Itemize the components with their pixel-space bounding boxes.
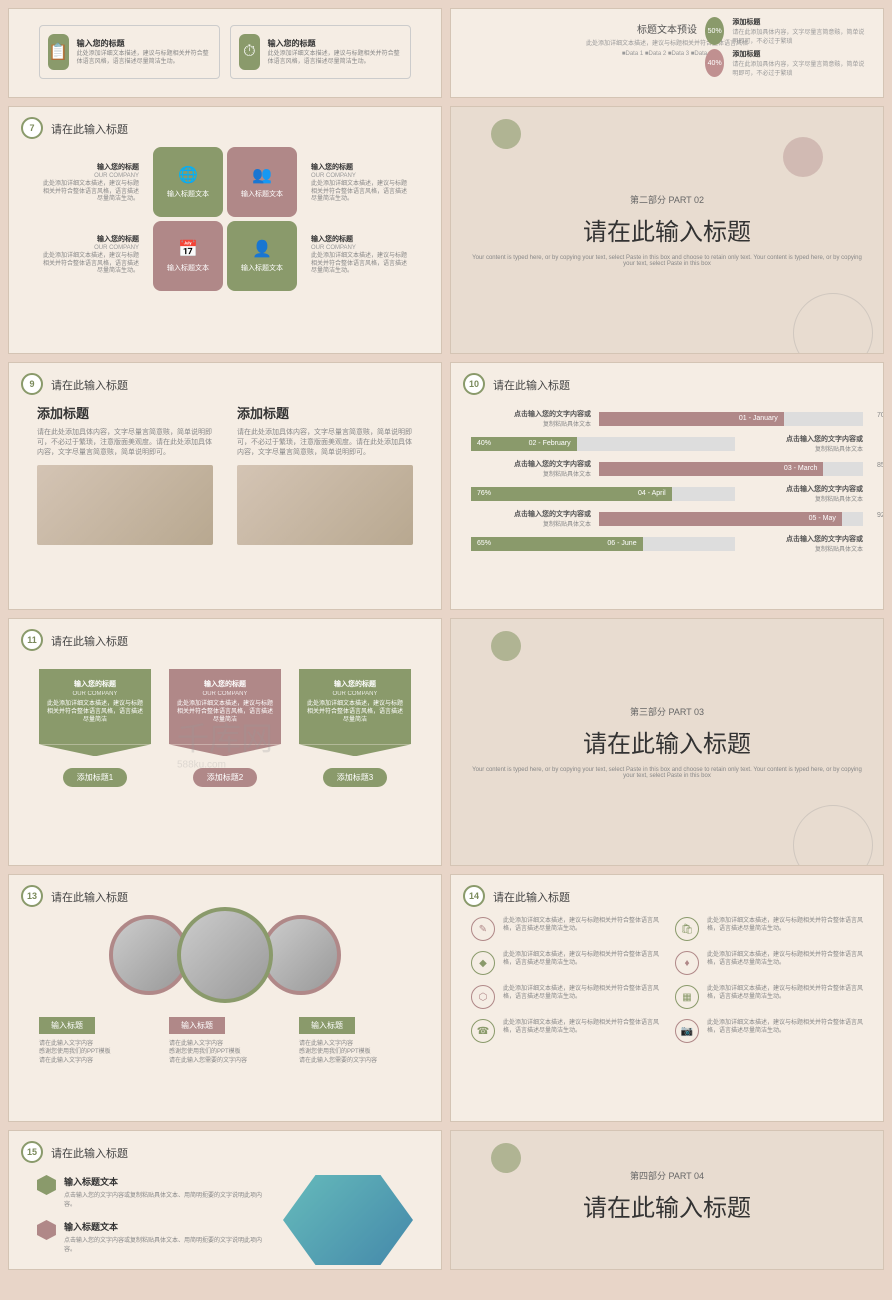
slide-number: 14 — [463, 885, 485, 907]
slide-number: 13 — [21, 885, 43, 907]
icon-list-item: 📷此处添加详细文本描述，建议与标题相关并符合整体语言风格，语言描述尽量简洁生动。 — [675, 1019, 863, 1043]
slide-13: 13 请在此输入标题 输入标题请在此输入文字内容感谢您使用我们的PPT模板请在此… — [8, 874, 442, 1122]
list-icon: ☎ — [471, 1019, 495, 1043]
hex-icon — [37, 1175, 56, 1195]
list-icon: ▦ — [675, 985, 699, 1009]
box-icon: ⏱ — [239, 34, 260, 70]
icon-list-item: 🛍此处添加详细文本描述，建议与标题相关并符合整体语言风格，语言描述尽量简洁生动。 — [675, 917, 863, 941]
slide-6-partial: 标题文本预设 此处添加详细文本描述，建议与标题相关并符合整体语言风格 ■Data… — [450, 8, 884, 98]
circle-label: 输入标题请在此输入文字内容感谢您使用我们的PPT模板请在此输入您需要的文字内容 — [299, 1017, 411, 1065]
pct-row: 40%添加标题请在此添加具体内容，文字尽量言简意赅，简单说明即可，不必过于繁琐 — [705, 49, 865, 77]
list-icon: 📷 — [675, 1019, 699, 1043]
icon-list-item: ☎此处添加详细文本描述，建议与标题相关并符合整体语言风格，语言描述尽量简洁生动。 — [471, 1019, 659, 1043]
quad-cell: 📅输入标题文本 — [153, 221, 223, 291]
slide-5-partial: 📋输入您的标题此处添加详细文本描述，建议与标题相关并符合整体语言风格，语言描述尽… — [8, 8, 442, 98]
slide-15-partial: 15 请在此输入标题 输入标题文本点击输入您的文字内容或复制粘贴具体文本、用简明… — [8, 1130, 442, 1270]
placeholder-image — [37, 465, 213, 545]
slide-title: 请在此输入标题 — [51, 633, 128, 649]
section-part-3: 第三部分 PART 03 请在此输入标题 Your content is typ… — [450, 618, 884, 866]
slide-7: 7 请在此输入标题 输入您的标题OUR COMPANY此处添加详细文本描述，建议… — [8, 106, 442, 354]
icon-list-item: ✎此处添加详细文本描述，建议与标题相关并符合整体语言风格，语言描述尽量简洁生动。 — [471, 917, 659, 941]
progress-bar: 65%06 - June — [471, 537, 735, 551]
list-icon: ⬡ — [471, 985, 495, 1009]
section-title: 请在此输入标题 — [583, 724, 751, 759]
pill-button[interactable]: 添加标题1 — [63, 768, 127, 787]
progress-bar: 01 - January70% — [599, 412, 863, 426]
circle-label: 输入标题请在此输入文字内容感谢您使用我们的PPT模板请在此输入文字内容 — [39, 1017, 151, 1065]
slide-title: 请在此输入标题 — [493, 377, 570, 393]
content-col: 添加标题请在此处添加具体内容，文字尽量言简意赅，简单说明即可，不必过于繁琐，注意… — [37, 403, 213, 545]
section-title: 请在此输入标题 — [583, 1188, 751, 1223]
slide-number: 15 — [21, 1141, 43, 1163]
section-sub: 第三部分 PART 03 — [630, 705, 704, 718]
section-part-2: 第二部分 PART 02 请在此输入标题 Your content is typ… — [450, 106, 884, 354]
section-part-4: 第四部分 PART 04 请在此输入标题 — [450, 1130, 884, 1270]
circle-label: 输入标题请在此输入文字内容感谢您使用我们的PPT模板请在此输入您需要的文字内容 — [169, 1017, 281, 1065]
bar-row: 点击输入您的文字内容或复制粘贴具体文本05 - May92% — [471, 509, 863, 528]
bar-row: 点击输入您的文字内容或复制粘贴具体文本03 - March85% — [471, 459, 863, 478]
list-icon: ♦ — [675, 951, 699, 975]
slide-number: 10 — [463, 373, 485, 395]
slide-title: 请在此输入标题 — [51, 1145, 128, 1161]
cell-icon: 🌐 — [178, 165, 198, 185]
quad-cell: 🌐输入标题文本 — [153, 147, 223, 217]
slide-11: 11 请在此输入标题 输入您的标题OUR COMPANY此处添加详细文本描述，建… — [8, 618, 442, 866]
slide-10: 10 请在此输入标题 点击输入您的文字内容或复制粘贴具体文本01 - Janua… — [450, 362, 884, 610]
bar-row: 40%02 - February点击输入您的文字内容或复制粘贴具体文本 — [471, 434, 863, 453]
section-title: 请在此输入标题 — [583, 212, 751, 247]
slide-number: 7 — [21, 117, 43, 139]
slide-title: 请在此输入标题 — [493, 889, 570, 905]
circle-images — [39, 915, 411, 1003]
icon-list-item: ▦此处添加详细文本描述，建议与标题相关并符合整体语言风格，语言描述尽量简洁生动。 — [675, 985, 863, 1009]
hex-image — [283, 1175, 413, 1265]
icon-list-item: ◆此处添加详细文本描述，建议与标题相关并符合整体语言风格，语言描述尽量简洁生动。 — [471, 951, 659, 975]
pill-button[interactable]: 添加标题3 — [323, 768, 387, 787]
slide-14: 14 请在此输入标题 ✎此处添加详细文本描述，建议与标题相关并符合整体语言风格，… — [450, 874, 884, 1122]
arrow-col: 输入您的标题OUR COMPANY此处添加详细文本描述，建议与标题相关并符合整体… — [169, 669, 281, 787]
bar-row: 点击输入您的文字内容或复制粘贴具体文本01 - January70% — [471, 409, 863, 428]
slide-number: 11 — [21, 629, 43, 651]
info-box: ⏱输入您的标题此处添加详细文本描述，建议与标题相关并符合整体语言风格，语言描述尽… — [230, 25, 411, 79]
progress-bar: 76%04 - April — [471, 487, 735, 501]
slide-title: 请在此输入标题 — [51, 377, 128, 393]
list-icon: ✎ — [471, 917, 495, 941]
arrow-col: 输入您的标题OUR COMPANY此处添加详细文本描述，建议与标题相关并符合整体… — [299, 669, 411, 787]
info-box: 📋输入您的标题此处添加详细文本描述，建议与标题相关并符合整体语言风格，语言描述尽… — [39, 25, 220, 79]
content-col: 添加标题请在此处添加具体内容，文字尽量言简意赅，简单说明即可，不必过于繁琐，注意… — [237, 403, 413, 545]
cell-icon: 👤 — [252, 239, 272, 259]
list-icon: 🛍 — [675, 917, 699, 941]
section-sub: 第二部分 PART 02 — [630, 193, 704, 206]
bar-row: 65%06 - June点击输入您的文字内容或复制粘贴具体文本 — [471, 534, 863, 553]
slide-9: 9 请在此输入标题 添加标题请在此处添加具体内容，文字尽量言简意赅，简单说明即可… — [8, 362, 442, 610]
pct-row: 50%添加标题请在此添加具体内容，文字尽量言简意赅，简单说明即可，不必过于繁琐 — [705, 17, 865, 45]
cell-icon: 📅 — [178, 239, 198, 259]
progress-bar: 05 - May92% — [599, 512, 863, 526]
quad-cell: 👥输入标题文本 — [227, 147, 297, 217]
section-desc: Your content is typed here, or by copyin… — [469, 255, 865, 267]
arrow-col: 输入您的标题OUR COMPANY此处添加详细文本描述，建议与标题相关并符合整体… — [39, 669, 151, 787]
icon-list-item: ⬡此处添加详细文本描述，建议与标题相关并符合整体语言风格，语言描述尽量简洁生动。 — [471, 985, 659, 1009]
section-desc: Your content is typed here, or by copyin… — [469, 767, 865, 779]
placeholder-image — [237, 465, 413, 545]
progress-bar: 03 - March85% — [599, 462, 863, 476]
progress-bar: 40%02 - February — [471, 437, 735, 451]
section-sub: 第四部分 PART 04 — [630, 1169, 704, 1182]
hex-icon — [37, 1220, 56, 1240]
quad-cell: 👤输入标题文本 — [227, 221, 297, 291]
cell-icon: 👥 — [252, 165, 272, 185]
slide-title: 请在此输入标题 — [51, 121, 128, 137]
slide-number: 9 — [21, 373, 43, 395]
slide-title: 请在此输入标题 — [51, 889, 128, 905]
box-icon: 📋 — [48, 34, 69, 70]
bar-row: 76%04 - April点击输入您的文字内容或复制粘贴具体文本 — [471, 484, 863, 503]
icon-list-item: ♦此处添加详细文本描述，建议与标题相关并符合整体语言风格，语言描述尽量简洁生动。 — [675, 951, 863, 975]
hex-row: 输入标题文本点击输入您的文字内容或复制粘贴具体文本、用简明扼要的文字说明此项内容… — [37, 1175, 263, 1208]
pill-button[interactable]: 添加标题2 — [193, 768, 257, 787]
hex-row: 输入标题文本点击输入您的文字内容或复制粘贴具体文本、用简明扼要的文字说明此项内容… — [37, 1220, 263, 1253]
list-icon: ◆ — [471, 951, 495, 975]
